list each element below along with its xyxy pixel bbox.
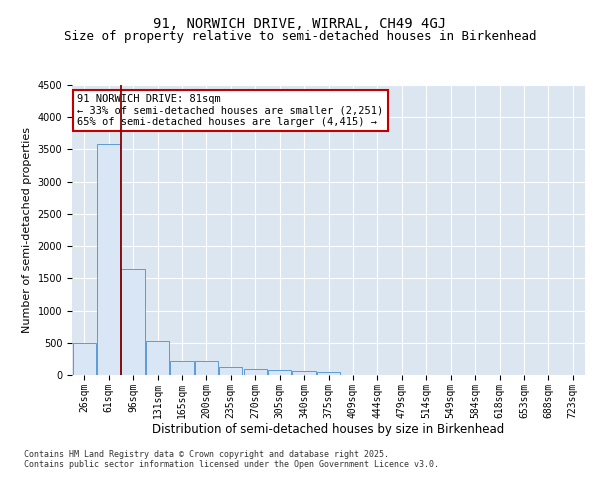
Bar bbox=[195, 362, 218, 375]
Bar bbox=[244, 368, 267, 375]
X-axis label: Distribution of semi-detached houses by size in Birkenhead: Distribution of semi-detached houses by … bbox=[152, 424, 505, 436]
Text: Size of property relative to semi-detached houses in Birkenhead: Size of property relative to semi-detach… bbox=[64, 30, 536, 43]
Bar bbox=[170, 361, 194, 375]
Bar bbox=[219, 366, 242, 375]
Bar bbox=[292, 372, 316, 375]
Text: 91, NORWICH DRIVE, WIRRAL, CH49 4GJ: 91, NORWICH DRIVE, WIRRAL, CH49 4GJ bbox=[154, 18, 446, 32]
Y-axis label: Number of semi-detached properties: Number of semi-detached properties bbox=[22, 127, 32, 333]
Bar bbox=[73, 343, 96, 375]
Bar bbox=[268, 370, 291, 375]
Text: Contains HM Land Registry data © Crown copyright and database right 2025.
Contai: Contains HM Land Registry data © Crown c… bbox=[24, 450, 439, 469]
Bar bbox=[97, 144, 120, 375]
Text: 91 NORWICH DRIVE: 81sqm
← 33% of semi-detached houses are smaller (2,251)
65% of: 91 NORWICH DRIVE: 81sqm ← 33% of semi-de… bbox=[77, 94, 383, 127]
Bar bbox=[317, 372, 340, 375]
Bar bbox=[121, 268, 145, 375]
Bar bbox=[146, 341, 169, 375]
